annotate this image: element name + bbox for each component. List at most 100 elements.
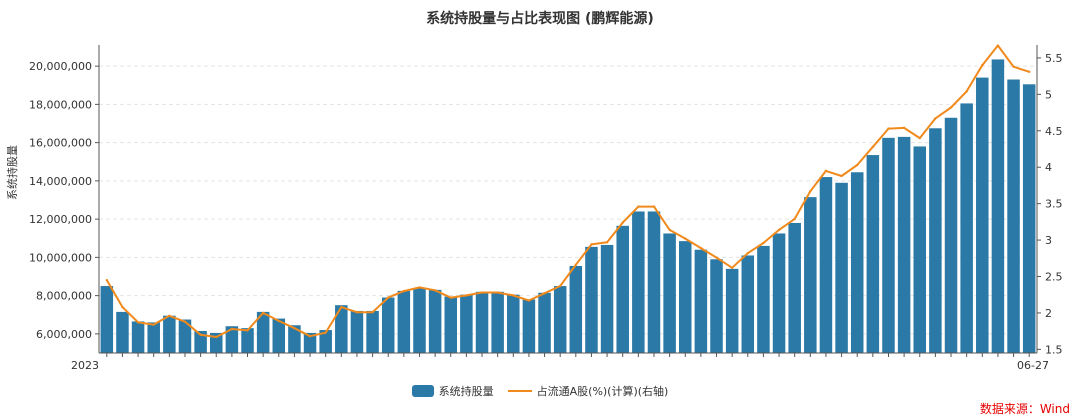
bar bbox=[256, 311, 270, 353]
line-point bbox=[730, 266, 734, 269]
line-point bbox=[605, 241, 609, 244]
y-tick-label: 12,000,000 bbox=[29, 213, 92, 226]
y2-tick-label: 2.5 bbox=[1045, 271, 1063, 284]
y-tick-label: 16,000,000 bbox=[29, 137, 92, 150]
y2-tick-label: 5 bbox=[1045, 88, 1052, 101]
bar bbox=[507, 294, 520, 353]
line-point bbox=[496, 291, 499, 294]
bar bbox=[835, 182, 848, 353]
bar bbox=[288, 325, 301, 353]
bar bbox=[866, 155, 880, 353]
line-point bbox=[230, 327, 234, 331]
bar bbox=[850, 172, 864, 353]
legend-item-bar[interactable]: 系统持股量 bbox=[411, 383, 494, 399]
bar bbox=[163, 315, 176, 353]
line-point bbox=[590, 243, 593, 246]
legend: 系统持股量 占流通A股(%)(计算)(右轴) bbox=[0, 383, 1080, 399]
bar bbox=[710, 259, 723, 353]
y2-tick-label: 4 bbox=[1045, 161, 1052, 174]
y-tick-label: 18,000,000 bbox=[29, 98, 92, 111]
bar bbox=[178, 319, 192, 353]
line-point bbox=[355, 311, 359, 314]
line-point bbox=[746, 251, 749, 255]
line-point bbox=[308, 335, 312, 338]
line-point bbox=[840, 174, 843, 178]
legend-bar-swatch bbox=[411, 385, 434, 397]
bar bbox=[600, 244, 614, 353]
bar bbox=[694, 249, 708, 353]
bar bbox=[491, 291, 504, 353]
line-point bbox=[621, 221, 624, 224]
bar bbox=[725, 268, 739, 353]
line-point bbox=[215, 335, 218, 339]
line-point bbox=[199, 333, 202, 336]
line-point bbox=[652, 205, 656, 208]
bar bbox=[1022, 84, 1036, 353]
bar bbox=[647, 211, 661, 353]
line-point bbox=[152, 323, 155, 326]
line-point bbox=[527, 299, 531, 302]
bar bbox=[772, 233, 786, 353]
bar bbox=[381, 297, 395, 353]
line-point bbox=[777, 228, 781, 232]
line-point bbox=[277, 319, 280, 323]
bar bbox=[241, 328, 254, 353]
bar bbox=[678, 241, 692, 353]
line-point bbox=[543, 292, 546, 295]
bar bbox=[663, 233, 676, 353]
line-point bbox=[637, 205, 640, 208]
bar bbox=[897, 136, 911, 353]
bar bbox=[209, 332, 223, 353]
line-point bbox=[387, 296, 390, 299]
y-tick-label: 20,000,000 bbox=[29, 60, 92, 73]
bar bbox=[413, 287, 426, 353]
line-point bbox=[871, 145, 875, 149]
bar bbox=[475, 291, 489, 353]
y2-tick-label: 3 bbox=[1045, 234, 1052, 247]
bar bbox=[116, 311, 129, 353]
bar bbox=[460, 294, 473, 353]
line-point bbox=[981, 64, 984, 67]
line-point bbox=[965, 90, 968, 93]
line-point bbox=[809, 190, 812, 193]
bar bbox=[788, 222, 801, 353]
x-tick-label: 06-27 bbox=[1017, 359, 1049, 372]
bar bbox=[147, 322, 160, 353]
legend-item-line[interactable]: 占流通A股(%)(计算)(右轴) bbox=[507, 383, 668, 399]
bar bbox=[194, 331, 207, 353]
line-point bbox=[1012, 65, 1015, 68]
bar bbox=[428, 289, 442, 353]
data-source-note: 数据来源：Wind bbox=[979, 402, 1070, 416]
bar bbox=[569, 265, 583, 353]
line-point bbox=[121, 305, 124, 309]
bar bbox=[553, 286, 567, 353]
bar bbox=[272, 318, 286, 353]
line-point bbox=[183, 320, 187, 323]
bar bbox=[366, 310, 379, 353]
x-tick-label: 2023 bbox=[71, 359, 99, 372]
bar bbox=[616, 225, 629, 353]
legend-line-swatch bbox=[507, 385, 532, 397]
y2-tick-label: 5.5 bbox=[1045, 52, 1063, 65]
line-point bbox=[418, 286, 421, 289]
y2-tick-label: 2 bbox=[1045, 307, 1052, 320]
line-point bbox=[918, 136, 921, 140]
bar bbox=[929, 128, 942, 353]
bar bbox=[976, 77, 989, 353]
line-point bbox=[949, 106, 953, 109]
bar bbox=[319, 330, 332, 353]
line-point bbox=[168, 314, 171, 318]
line-point bbox=[105, 278, 109, 282]
bar bbox=[757, 245, 770, 353]
line-point bbox=[793, 217, 796, 221]
line-point bbox=[293, 327, 296, 330]
y2-tick-label: 4.5 bbox=[1045, 125, 1063, 138]
line-point bbox=[449, 296, 452, 299]
line-point bbox=[261, 311, 265, 315]
bar bbox=[882, 137, 895, 353]
line-point bbox=[402, 289, 406, 293]
bar bbox=[397, 290, 411, 353]
line-point bbox=[324, 331, 327, 334]
y-tick-label: 6,000,000 bbox=[36, 328, 92, 341]
